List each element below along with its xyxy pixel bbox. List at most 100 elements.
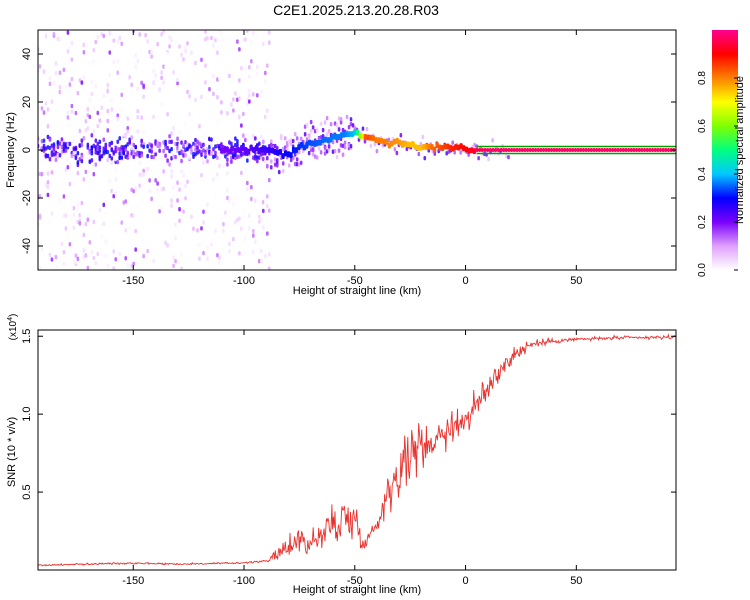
- spectrogram-cell: [186, 89, 189, 95]
- spectrogram-cell: [140, 115, 143, 120]
- ridge-cell: [307, 139, 312, 146]
- spectrogram-cell: [80, 142, 84, 147]
- spectrogram-cell: [303, 131, 307, 137]
- spectrogram-cell: [505, 154, 508, 159]
- snr-x-ticks: -150 -100 -50 0 50: [122, 330, 582, 587]
- spectrogram-cell: [58, 201, 62, 207]
- ridge-cell: [299, 141, 304, 148]
- spectrogram-cell: [168, 148, 171, 154]
- spectrogram-cell: [134, 64, 137, 69]
- ridge-cell: [374, 136, 378, 143]
- ridge-cell: [278, 148, 283, 155]
- spectrogram-cell: [261, 156, 265, 162]
- spectrogram-cell: [98, 80, 102, 86]
- spectrogram-cell: [220, 100, 223, 105]
- spectrogram-cell: [46, 153, 50, 159]
- spectrogram-cell: [74, 253, 78, 258]
- spectrogram-cell: [451, 140, 454, 145]
- ridge-cell: [643, 148, 647, 152]
- spectrogram-cell: [86, 150, 90, 155]
- spectrogram-cell: [102, 93, 106, 99]
- spectrogram-cell: [232, 154, 235, 160]
- spectrogram-cell: [90, 158, 94, 163]
- spectrogram-cell: [265, 204, 269, 209]
- ridge-cell: [347, 131, 352, 138]
- spectrogram-cell: [242, 214, 245, 219]
- spectrogram-cell: [267, 177, 271, 183]
- ridge-cell: [220, 147, 224, 154]
- spectrogram-cell: [170, 168, 173, 174]
- spectrogram-cell: [246, 97, 249, 102]
- spectrogram-cell: [50, 170, 54, 175]
- spectrogram-cell: [204, 80, 207, 85]
- spectrogram-cell: [112, 190, 116, 195]
- ridge-cell: [302, 144, 306, 151]
- spectrogram-cell: [56, 36, 60, 42]
- spectrogram-cell: [86, 142, 90, 148]
- ridge-cell: [494, 148, 498, 152]
- spectrogram-cell: [162, 186, 165, 191]
- spectrogram-cell: [102, 146, 106, 151]
- spectrogram-cell: [84, 42, 88, 47]
- spectrogram-cell: [44, 100, 48, 106]
- spectrogram-cell: [269, 165, 273, 170]
- spectrogram-cell: [84, 169, 88, 175]
- spectrogram-cell: [230, 141, 233, 147]
- spectrogram-cell: [74, 146, 78, 152]
- spectrogram-cell: [44, 34, 48, 39]
- spectrogram-cell: [234, 261, 237, 266]
- spectrogram-cell: [138, 32, 141, 37]
- spectrogram-cell: [242, 133, 245, 138]
- spectrogram-cell: [275, 158, 279, 163]
- x-tick-label: 0: [462, 275, 468, 287]
- spectrogram-cell: [136, 58, 139, 64]
- spectrogram-cell: [54, 157, 58, 162]
- spectrogram-cell: [82, 136, 86, 141]
- ridge-cell: [435, 142, 439, 149]
- ridge-cell: [448, 144, 453, 151]
- spectrogram-cell: [112, 249, 116, 254]
- spectrogram-cell: [220, 110, 223, 115]
- spectrogram-cell: [62, 250, 66, 255]
- spectrogram-cell: [180, 266, 183, 270]
- ridge-cell: [651, 148, 655, 152]
- spectrogram-cell: [260, 248, 263, 254]
- spectrogram-cell: [46, 134, 50, 140]
- spectrogram-cell: [248, 74, 251, 79]
- spectrogram-cell: [228, 140, 231, 145]
- spectrogram-cell: [236, 39, 239, 44]
- spectrogram-cell: [180, 52, 183, 58]
- spectrogram-cell: [188, 94, 191, 99]
- spectrogram-cell: [238, 96, 241, 101]
- spectrogram-cell: [200, 173, 203, 178]
- spectrogram-cell: [156, 181, 159, 186]
- spectrogram-cell: [92, 48, 96, 53]
- spectrogram-cell: [54, 70, 58, 76]
- spectrogram-cell: [174, 40, 177, 45]
- spectrogram-cell: [76, 160, 80, 165]
- spectrogram-cell: [263, 253, 267, 259]
- spectrogram-cell: [108, 50, 112, 55]
- snr-x-axis-label: Height of straight line (km): [293, 584, 421, 596]
- spectrogram-cell: [200, 142, 203, 148]
- spectrogram-x-ticks: -150 -100 -50 0 50: [122, 30, 582, 287]
- ridge-cell: [658, 148, 662, 152]
- spectrogram-cell: [58, 89, 62, 95]
- spectrogram-cell: [170, 198, 173, 203]
- spectrogram-cell: [258, 141, 261, 146]
- spectrogram-cell: [106, 157, 110, 163]
- spectrogram-cell: [42, 152, 46, 158]
- spectrogram-cell: [46, 124, 50, 129]
- spectrogram-cell: [317, 146, 321, 151]
- spectrogram-cell: [226, 195, 229, 201]
- spectrogram-cell: [347, 143, 351, 148]
- ridge-cell: [504, 148, 508, 152]
- spectrogram-cell: [260, 67, 263, 73]
- spectrogram-cell: [146, 153, 149, 159]
- spectrogram-cell: [174, 154, 177, 160]
- spectrogram-cell: [423, 155, 427, 161]
- spectrogram-cell: [188, 144, 191, 149]
- ridge-cell: [547, 148, 551, 152]
- spectrogram-cell: [238, 216, 241, 221]
- spectrogram-cell: [142, 94, 145, 99]
